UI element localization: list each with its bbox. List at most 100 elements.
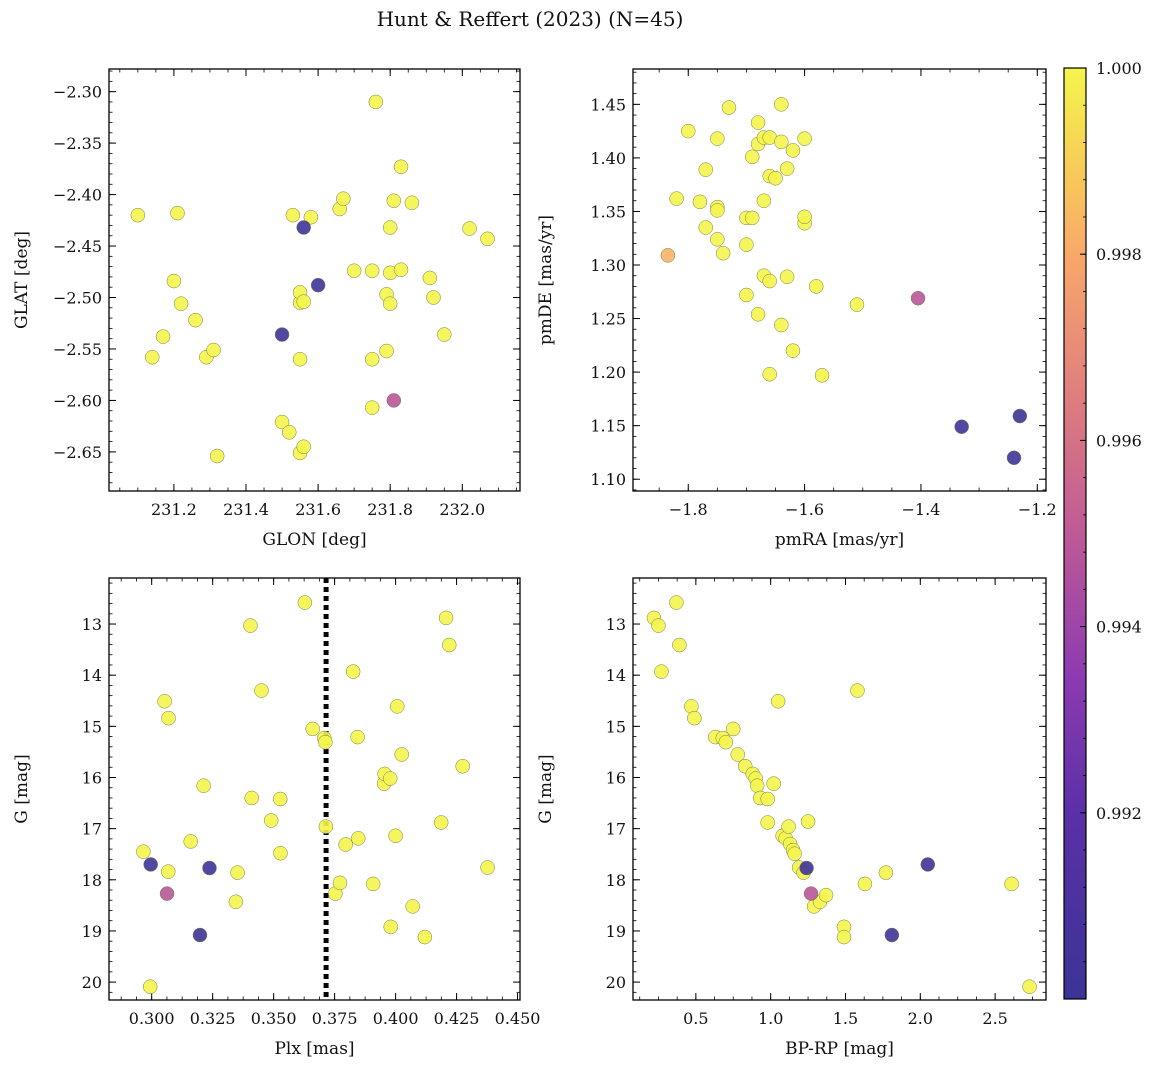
x-tick-label: −1.6 bbox=[785, 500, 824, 519]
scatter-point bbox=[157, 694, 172, 709]
x-tick-label: 2.5 bbox=[982, 1009, 1007, 1028]
x-tick-label: 2.0 bbox=[908, 1009, 933, 1028]
colorbar-tick-label: 0.992 bbox=[1096, 804, 1142, 823]
y-tick-label: −2.40 bbox=[53, 186, 102, 205]
scatter-point bbox=[781, 819, 796, 834]
scatter-point bbox=[296, 294, 311, 309]
x-tick-label: 231.4 bbox=[223, 500, 269, 519]
scatter-point bbox=[698, 162, 713, 177]
y-tick-label: 13 bbox=[606, 615, 626, 634]
scatter-point bbox=[136, 844, 151, 859]
x-tick-label: 0.425 bbox=[434, 1009, 480, 1028]
scatter-point bbox=[332, 875, 348, 891]
scatter-point bbox=[244, 790, 259, 806]
y-tick-label: 1.25 bbox=[590, 310, 626, 329]
scatter-point bbox=[438, 610, 454, 626]
x-tick-label: 0.400 bbox=[373, 1009, 419, 1028]
x-tick-label: 231.6 bbox=[295, 500, 341, 519]
scatter-point bbox=[660, 248, 676, 263]
y-tick-label: 19 bbox=[82, 922, 102, 941]
scatter-point bbox=[1012, 408, 1028, 424]
scatter-point bbox=[364, 263, 380, 278]
scatter-point bbox=[386, 393, 402, 408]
axes-frame bbox=[108, 577, 521, 1001]
scatter-point bbox=[744, 149, 760, 165]
scatter-point bbox=[159, 886, 175, 901]
scatter-point bbox=[462, 221, 477, 236]
scatter-point bbox=[774, 134, 789, 150]
scatter-point bbox=[170, 205, 185, 221]
scatter-point bbox=[346, 263, 362, 278]
axes-frame bbox=[632, 577, 1047, 1001]
scatter-point bbox=[954, 419, 969, 434]
x-tick-label: 231.2 bbox=[151, 500, 197, 519]
scatter-point bbox=[390, 699, 405, 714]
y-tick-label: −2.35 bbox=[53, 134, 102, 153]
scatter-point bbox=[1004, 876, 1019, 892]
y-axis-label: G [mag] bbox=[536, 754, 556, 823]
scatter-point bbox=[310, 277, 326, 293]
y-tick-label: 16 bbox=[82, 768, 102, 787]
y-tick-label: −2.30 bbox=[53, 83, 102, 102]
scatter-point bbox=[296, 439, 311, 454]
y-tick-label: 1.45 bbox=[590, 95, 626, 114]
scatter-point bbox=[351, 831, 366, 846]
scatter-point bbox=[282, 425, 297, 440]
y-tick-label: −2.50 bbox=[53, 288, 102, 307]
x-tick-label: 232.0 bbox=[439, 500, 485, 519]
y-tick-label: 14 bbox=[606, 666, 626, 685]
scatter-point bbox=[274, 327, 290, 342]
scatter-point bbox=[285, 207, 301, 223]
y-tick-label: 17 bbox=[606, 820, 626, 839]
scatter-point bbox=[762, 367, 777, 382]
y-tick-label: 15 bbox=[82, 717, 102, 736]
scatter-point bbox=[393, 262, 409, 277]
scatter-point bbox=[192, 927, 208, 943]
y-tick-label: 13 bbox=[82, 615, 102, 634]
scatter-point bbox=[383, 919, 398, 935]
scatter-point bbox=[230, 865, 245, 880]
scatter-point bbox=[779, 161, 795, 176]
scatter-point bbox=[142, 979, 158, 994]
y-tick-label: −2.55 bbox=[53, 340, 102, 359]
panel-pmra-pmde: −1.8 −1.6 −1.4 −1.2 1.10 1.15 1.20 1.25 1.30 1.35… bbox=[536, 68, 1057, 550]
scatter-point bbox=[766, 776, 781, 791]
scatter-point bbox=[196, 778, 211, 793]
scatter-point bbox=[808, 279, 824, 294]
scatter-point bbox=[161, 864, 176, 879]
scatter-point bbox=[710, 131, 725, 146]
scatter-point bbox=[749, 778, 765, 793]
scatter-point bbox=[710, 232, 725, 247]
scatter-point bbox=[710, 203, 725, 218]
y-tick-label: 14 bbox=[82, 666, 102, 685]
scatter-point bbox=[857, 876, 873, 892]
scatter-point bbox=[254, 683, 269, 698]
scatter-point bbox=[770, 694, 786, 709]
scatter-point bbox=[145, 349, 160, 365]
y-axis-label: pmDE [mas/yr] bbox=[536, 215, 556, 345]
scatter-point bbox=[756, 193, 772, 208]
scatter-point bbox=[1006, 450, 1022, 466]
scatter-point bbox=[762, 273, 777, 289]
scatter-point bbox=[687, 710, 702, 726]
scatter-point bbox=[393, 159, 409, 175]
colorbar-tick-label: 1.000 bbox=[1096, 59, 1142, 78]
scatter-point bbox=[166, 273, 182, 289]
scatter-point bbox=[760, 815, 775, 830]
x-axis-label: Plx [mas] bbox=[274, 1039, 354, 1059]
scatter-point bbox=[480, 231, 495, 247]
x-axis-label: GLON [deg] bbox=[262, 530, 366, 550]
scatter-point bbox=[263, 813, 279, 828]
scatter-point bbox=[480, 860, 495, 875]
colorbar-tick-label: 0.998 bbox=[1096, 245, 1142, 264]
scatter-point bbox=[884, 927, 900, 943]
scatter-point bbox=[379, 343, 394, 359]
scatter-point bbox=[388, 828, 403, 844]
scatter-point bbox=[433, 815, 449, 830]
scatter-point bbox=[345, 664, 361, 679]
scatter-point bbox=[739, 287, 754, 303]
x-tick-label: 0.375 bbox=[312, 1009, 358, 1028]
scatter-point bbox=[161, 710, 176, 726]
x-tick-label: 1.5 bbox=[833, 1009, 858, 1028]
